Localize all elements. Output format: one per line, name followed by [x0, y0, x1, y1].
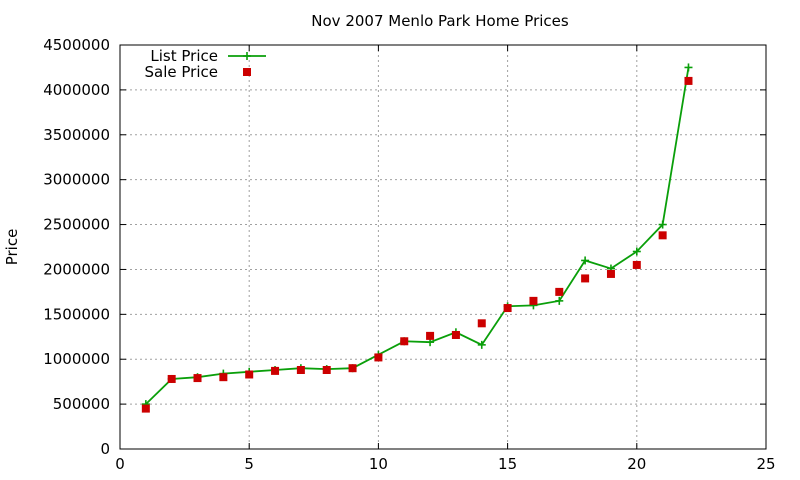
sale-price-point — [451, 330, 460, 339]
list-price-point — [477, 340, 486, 349]
plot-frame — [119, 44, 767, 450]
sale-price-point — [400, 337, 409, 346]
x-tick-label: 0 — [115, 455, 125, 473]
y-tick-label: 3500000 — [43, 126, 110, 144]
series-list-price — [141, 63, 693, 409]
sale-price-point — [529, 296, 538, 305]
sale-price-point — [426, 331, 435, 340]
list-price-point — [658, 220, 667, 229]
axes — [119, 44, 767, 450]
y-tick-label: 500000 — [53, 395, 110, 413]
list-price-point — [632, 247, 641, 256]
legend-cross-swatch — [243, 52, 251, 60]
sale-price-point — [632, 260, 641, 269]
sale-price-point — [581, 274, 590, 283]
sale-price-point — [606, 269, 615, 278]
y-tick-label: 1000000 — [43, 350, 110, 368]
x-tick-label: 5 — [244, 455, 254, 473]
sale-price-point — [322, 365, 331, 374]
sale-price-point — [193, 374, 202, 383]
sale-price-point — [141, 404, 150, 413]
sale-price-point — [503, 304, 512, 313]
sale-price-point — [555, 287, 564, 296]
y-tick-label: 0 — [100, 440, 110, 458]
list-price-point — [581, 256, 590, 265]
sale-price-point — [296, 365, 305, 374]
sale-price-point — [684, 76, 693, 85]
sale-price-point — [477, 319, 486, 328]
x-tick-label: 20 — [627, 455, 646, 473]
legend-label: List Price — [150, 47, 218, 65]
legend-square-swatch — [243, 68, 251, 76]
sale-price-point — [348, 364, 357, 373]
sale-price-point — [219, 373, 228, 382]
list-price-point — [684, 63, 693, 72]
y-tick-label: 1500000 — [43, 305, 110, 323]
x-tick-label: 25 — [756, 455, 775, 473]
grid-lines — [120, 45, 766, 449]
x-tick-label: 15 — [498, 455, 517, 473]
y-tick-label: 3000000 — [43, 171, 110, 189]
list-price-point — [555, 296, 564, 305]
legend-label: Sale Price — [145, 63, 218, 81]
y-axis-label: Price — [3, 229, 21, 266]
y-tick-label: 4000000 — [43, 81, 110, 99]
sale-price-point — [245, 370, 254, 379]
sale-price-point — [374, 353, 383, 362]
chart-title: Nov 2007 Menlo Park Home Prices — [311, 12, 569, 30]
data-series — [141, 63, 693, 413]
y-tick-label: 2500000 — [43, 216, 110, 234]
x-tick-label: 10 — [369, 455, 388, 473]
sale-price-point — [167, 374, 176, 383]
y-tick-label: 2000000 — [43, 260, 110, 278]
sale-price-point — [658, 231, 667, 240]
series-sale-price — [141, 76, 693, 413]
y-tick-label: 4500000 — [43, 36, 110, 54]
list-price-line — [145, 67, 690, 405]
sale-price-point — [271, 366, 280, 375]
tick-labels: 0 5 10 15 20 25 0 500000 1000000 1500000 2000000 25… — [43, 36, 775, 473]
